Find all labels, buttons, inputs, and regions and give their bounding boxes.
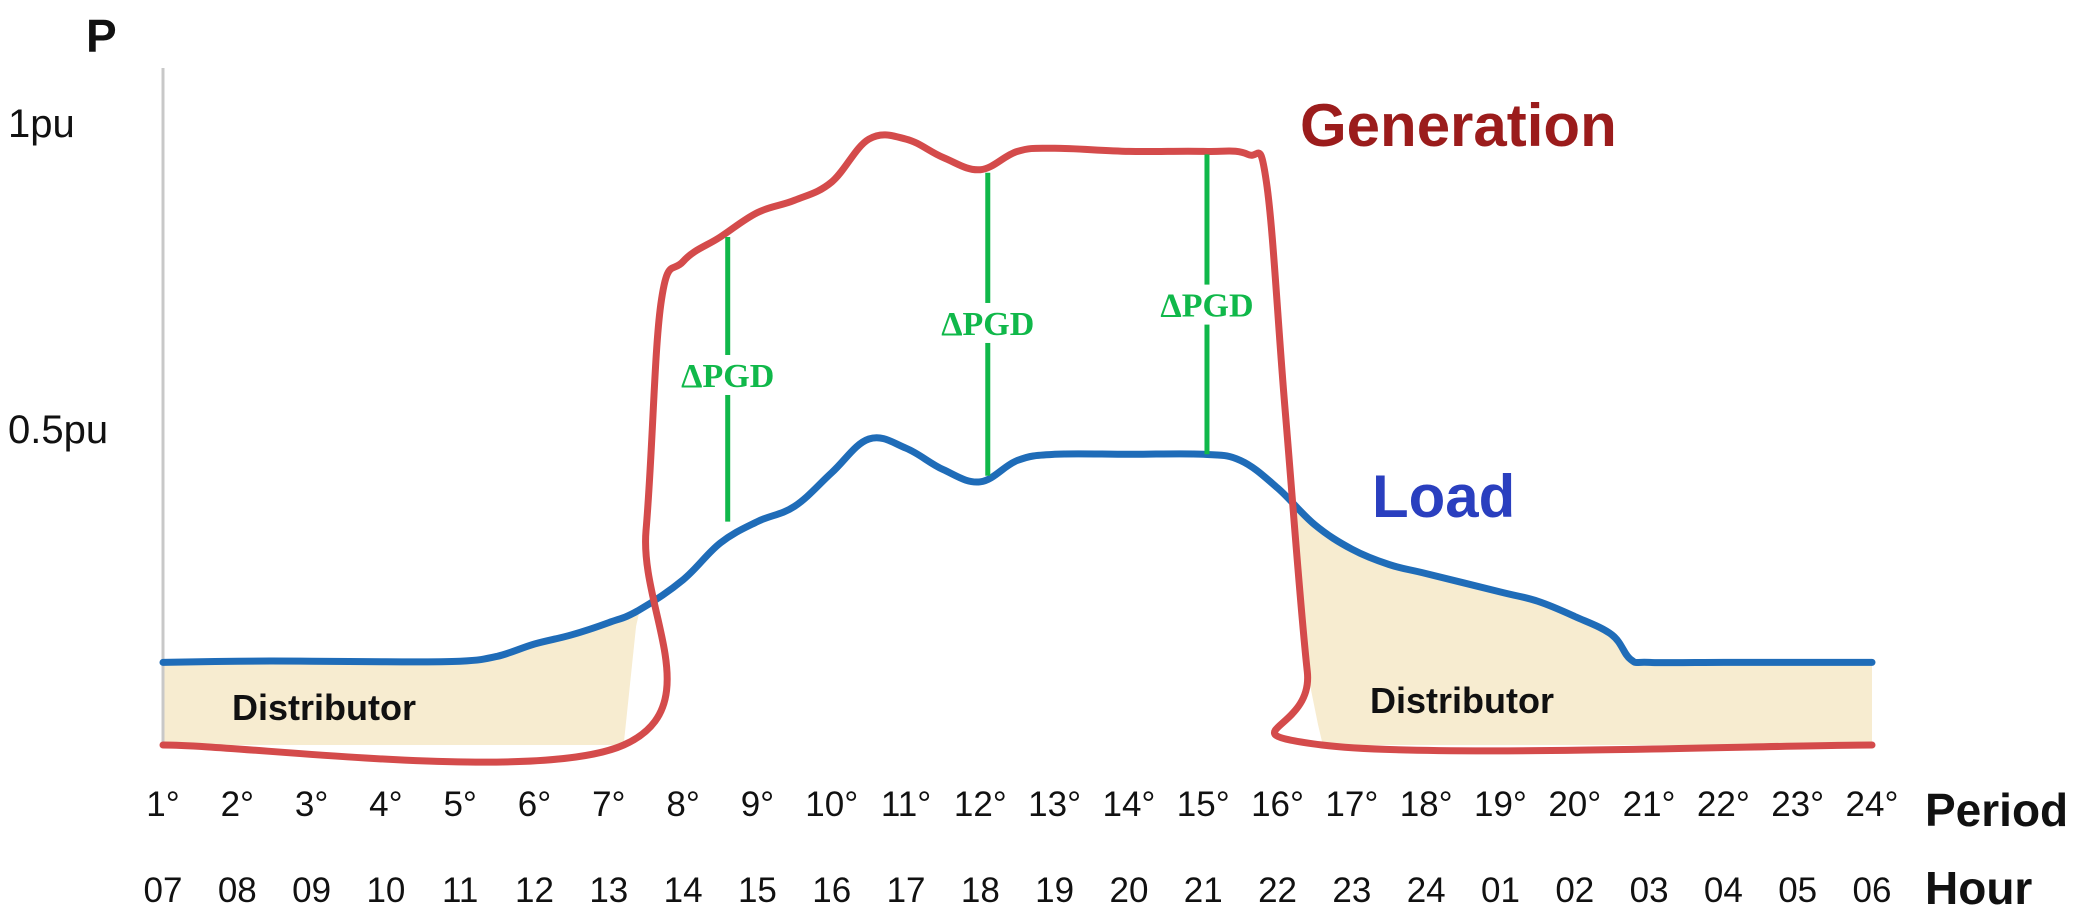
distributor-label-right: Distributor <box>1370 680 1554 721</box>
period-tick-label: 6° <box>518 785 551 824</box>
y-tick-label: 1pu <box>8 102 75 146</box>
load-line <box>159 434 1876 667</box>
period-tick-label: 5° <box>443 785 476 824</box>
period-tick-label: 16° <box>1251 785 1304 824</box>
delta-pgd-label: ΔPGD <box>1160 288 1253 325</box>
delta-pgd-label: ΔPGD <box>941 306 1034 343</box>
hour-tick-label: 23 <box>1332 871 1371 910</box>
annotations: Generation Load Distributor Distributor <box>232 92 1617 728</box>
hour-tick-label: 24 <box>1407 871 1446 910</box>
period-tick-label: 11° <box>881 785 931 824</box>
period-tick-label: 24° <box>1846 785 1899 824</box>
hour-tick-label: 17 <box>887 871 926 910</box>
series-lines <box>159 131 1876 766</box>
hour-tick-label: 03 <box>1630 871 1669 910</box>
generation-label: Generation <box>1300 92 1617 159</box>
period-tick-label: 10° <box>805 785 858 824</box>
period-tick-label: 15° <box>1177 785 1230 824</box>
distributor-fill-right <box>1293 504 1872 745</box>
period-tick-label: 4° <box>369 785 402 824</box>
y-tick-labels: 1pu 0.5pu <box>8 102 108 452</box>
hour-tick-label: 10 <box>366 871 405 910</box>
period-tick-label: 12° <box>954 785 1007 824</box>
hour-tick-label: 01 <box>1481 871 1520 910</box>
period-tick-label: 7° <box>592 785 625 824</box>
generation-line <box>159 131 1876 766</box>
hour-tick-label: 07 <box>144 871 183 910</box>
period-tick-label: 9° <box>741 785 774 824</box>
hour-row-label: Hour <box>1925 862 2032 914</box>
hour-tick-label: 13 <box>589 871 628 910</box>
x-tick-labels: 1° 07 2° 08 3° 09 4° 10 5° 11 6° 12 7° 13 8° 14 9° 15 10° 1… <box>144 785 1899 910</box>
hour-tick-label: 12 <box>515 871 554 910</box>
period-tick-label: 17° <box>1325 785 1378 824</box>
period-row-label: Period <box>1925 784 2068 836</box>
hour-tick-label: 05 <box>1778 871 1817 910</box>
hour-tick-label: 06 <box>1853 871 1892 910</box>
period-tick-label: 21° <box>1623 785 1676 824</box>
load-label: Load <box>1372 463 1515 530</box>
period-tick-label: 13° <box>1028 785 1081 824</box>
hour-tick-label: 22 <box>1258 871 1297 910</box>
distributor-label-left: Distributor <box>232 687 416 728</box>
hour-tick-label: 21 <box>1184 871 1223 910</box>
hour-tick-label: 16 <box>812 871 851 910</box>
period-tick-label: 23° <box>1771 785 1824 824</box>
delta-pgd-label: ΔPGD <box>681 358 774 395</box>
hour-tick-label: 04 <box>1704 871 1743 910</box>
y-tick-label: 0.5pu <box>8 408 108 452</box>
hour-tick-label: 18 <box>961 871 1000 910</box>
period-tick-label: 1° <box>146 785 179 824</box>
hour-tick-label: 15 <box>738 871 777 910</box>
hour-tick-label: 02 <box>1555 871 1594 910</box>
hour-tick-label: 19 <box>1035 871 1074 910</box>
hour-tick-label: 14 <box>664 871 703 910</box>
distributor-fill-areas <box>163 504 1872 745</box>
period-tick-label: 14° <box>1102 785 1155 824</box>
y-axis-label: P <box>86 10 117 62</box>
delta-lines: ΔPGD ΔPGD ΔPGD <box>681 154 1254 522</box>
delta-label-background <box>681 354 774 395</box>
delta-label-background <box>1160 284 1253 325</box>
period-tick-label: 19° <box>1474 785 1527 824</box>
period-tick-label: 2° <box>221 785 254 824</box>
period-tick-label: 20° <box>1548 785 1601 824</box>
distributor-fill-left <box>163 609 640 745</box>
period-tick-label: 3° <box>295 785 328 824</box>
period-tick-label: 22° <box>1697 785 1750 824</box>
period-tick-label: 8° <box>666 785 699 824</box>
hour-tick-label: 11 <box>442 871 478 910</box>
delta-label-background <box>941 302 1034 343</box>
hour-tick-label: 20 <box>1109 871 1148 910</box>
hour-tick-label: 08 <box>218 871 257 910</box>
period-tick-label: 18° <box>1400 785 1453 824</box>
hour-tick-label: 09 <box>292 871 331 910</box>
